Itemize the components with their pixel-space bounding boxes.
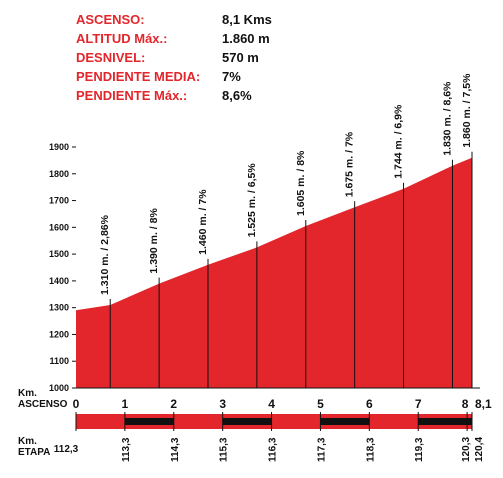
annotation-label: 1.605 m. / 8% [295,150,307,216]
km-ascenso-tick-label: 7 [415,397,422,411]
profile-area [76,157,472,388]
km-etapa-tick-label: 118,3 [365,437,376,462]
km-ascenso-tick-label: 1 [122,397,129,411]
km-etapa-title: ETAPA [18,447,50,458]
stat-value: 1.860 m [222,31,270,46]
annotation-label: 1.860 m. / 7,5% [461,73,473,148]
km-ascenso-tick-label: 8,1 [475,397,492,411]
km-etapa-tick-label: 120,3 [461,437,472,462]
km-etapa-tick-label: 114,3 [170,437,181,462]
y-tick-label: 1800 [49,169,69,179]
km-etapa-tick-label: 115,3 [219,437,230,462]
annotation-label: 1.830 m. / 8,6% [441,81,453,156]
stat-label: PENDIENTE MEDIA: [76,69,201,84]
annotation-label: 1.460 m. / 7% [197,189,209,255]
y-tick-label: 1600 [49,222,69,232]
road-bar-segment [173,418,223,425]
km-ascenso-tick-label: 4 [268,397,275,411]
annotation-label: 1.310 m. / 2,86% [99,214,111,295]
annotation-label: 1.675 m. / 7% [344,131,356,197]
stat-value: 8,6% [222,88,252,103]
km-etapa-tick-label: 116,3 [268,437,279,462]
km-ascenso-tick-label: 0 [73,397,80,411]
road-bar-segment [320,418,370,425]
y-tick-label: 1400 [49,276,69,286]
stat-value: 7% [222,69,241,84]
annotation-label: 1.525 m. / 6,5% [246,163,258,238]
km-ascenso-tick-label: 3 [219,397,226,411]
y-tick-label: 1000 [49,383,69,393]
stat-value: 570 m [222,50,259,65]
km-ascenso-tick-label: 6 [366,397,373,411]
km-etapa-tick-label: 117,3 [316,437,327,462]
y-tick-label: 1300 [49,303,69,313]
stat-label: ASCENSO: [76,12,145,27]
y-tick-label: 1100 [49,356,69,366]
stat-label: PENDIENTE Máx.: [76,88,188,103]
annotation-label: 1.390 m. / 8% [148,208,160,274]
km-ascenso-title: Km. [18,388,37,399]
y-tick-label: 1200 [49,329,69,339]
y-tick-label: 1500 [49,249,69,259]
y-tick-label: 1700 [49,196,69,206]
road-bar-segment [418,418,468,425]
road-bar-segment [76,418,125,425]
road-bar-segment [222,418,272,425]
km-etapa-tick-label: 120,4 [474,437,485,462]
stat-value: 8,1 Kms [222,12,272,27]
annotation-label: 1.744 m. / 6,9% [393,104,405,179]
road-bar-segment [271,418,321,425]
road-bar-segment [369,418,419,425]
km-etapa-tick-label: 113,3 [121,437,132,462]
km-ascenso-tick-label: 5 [317,397,324,411]
road-bar-segment [467,418,472,425]
stat-label: DESNIVEL: [76,50,146,65]
road-bar-segment [124,418,174,425]
km-etapa-title: Km. [18,436,37,447]
y-tick-label: 1900 [49,142,69,152]
stat-label: ALTITUD Máx.: [76,31,168,46]
km-ascenso-title: ASCENSO [18,399,68,410]
km-etapa-tick-label: 119,3 [414,437,425,462]
km-ascenso-tick-label: 8 [462,397,469,411]
km-ascenso-tick-label: 2 [170,397,177,411]
km-etapa-tick-label: 112,3 [54,444,79,455]
